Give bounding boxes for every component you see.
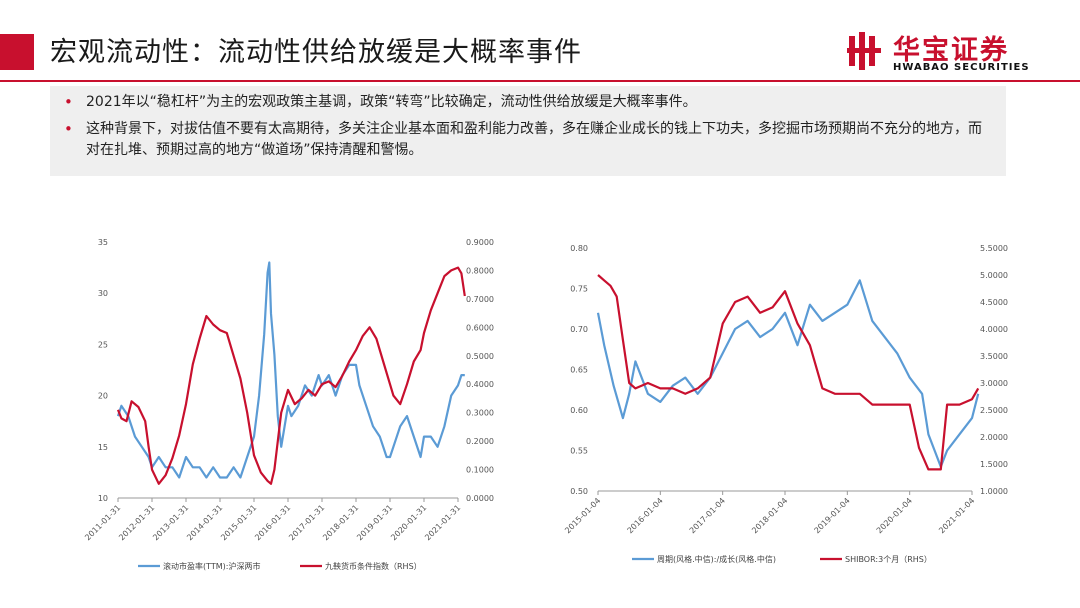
right-axis-tick-label: 3.5000 <box>980 352 1008 361</box>
logo-english-name: HWABAO SECURITIES <box>893 62 1030 73</box>
x-axis-tick-label: 2015-01-04 <box>563 496 602 535</box>
left-axis-tick-label: 0.75 <box>570 285 588 294</box>
right-axis-tick-label: 0.5000 <box>466 352 494 361</box>
right-axis-tick-label: 0.0000 <box>466 494 494 503</box>
right-axis-tick-label: 2.5000 <box>980 406 1008 415</box>
right-axis-tick-label: 5.5000 <box>980 244 1008 253</box>
right-axis-tick-label: 0.6000 <box>466 323 494 332</box>
left-axis-tick-label: 0.70 <box>570 325 588 334</box>
x-axis-tick-label: 2017-01-04 <box>688 496 727 535</box>
right-axis-series-line <box>597 274 980 471</box>
left-axis-tick-label: 0.50 <box>570 487 588 496</box>
legend-label: 周期(风格.中信):/成长(风格.中信) <box>657 554 776 564</box>
title-accent-bar <box>0 34 34 70</box>
right-axis-tick-label: 0.7000 <box>466 295 494 304</box>
left-axis-series-line <box>116 261 465 479</box>
bullet-text: 2021年以“稳杠杆”为主的宏观政策主基调，政策“转弯”比较确定，流动性供给放缓… <box>86 94 697 110</box>
left-axis-tick-label: 10 <box>98 494 108 503</box>
x-axis-tick-label: 2018-01-04 <box>750 496 789 535</box>
x-axis-tick-label: 2019-01-04 <box>813 496 852 535</box>
left-axis-tick-label: 30 <box>98 289 108 298</box>
left-axis-tick-label: 20 <box>98 392 108 401</box>
right-axis-tick-label: 0.2000 <box>466 437 494 446</box>
left-axis-tick-label: 0.55 <box>570 447 588 456</box>
right-axis-tick-label: 0.4000 <box>466 380 494 389</box>
right-axis-tick-label: 0.1000 <box>466 466 494 475</box>
right-axis-tick-label: 5.0000 <box>980 271 1008 280</box>
bullet-marker: • <box>64 93 73 111</box>
x-axis-tick-label: 2016-01-04 <box>626 496 665 535</box>
cycle-growth-vs-shibor-chart: 0.50 0.55 0.60 0.65 0.70 0.75 0.80 1.0000 1.5000… <box>563 244 1008 564</box>
hwabao-emblem-icon <box>847 32 881 70</box>
right-axis-tick-label: 2.0000 <box>980 433 1008 442</box>
left-axis-tick-label: 0.80 <box>570 244 588 253</box>
page-title: 宏观流动性：流动性供给放缓是大概率事件 <box>50 37 582 68</box>
title-divider <box>0 80 1080 82</box>
bullet-item: • 2021年以“稳杠杆”为主的宏观政策主基调，政策“转弯”比较确定，流动性供给… <box>60 92 992 113</box>
right-axis-series-line <box>116 266 466 485</box>
legend-label: 滚动市盈率(TTM):沪深两市 <box>163 561 260 571</box>
legend-label: SHIBOR:3个月（RHS） <box>845 555 932 564</box>
left-axis-series-line <box>596 279 980 468</box>
bullet-marker: • <box>64 120 73 138</box>
right-axis-tick-label: 0.9000 <box>466 238 494 247</box>
company-logo: 华宝证券 HWABAO SECURITIES <box>845 30 1045 76</box>
x-axis-tick-label: 2020-01-04 <box>875 496 914 535</box>
left-axis-tick-label: 0.60 <box>570 406 588 415</box>
left-axis-tick-label: 0.65 <box>570 366 588 375</box>
x-axis-tick-label: 2021-01-04 <box>937 496 976 535</box>
pe-vs-monetary-chart: 10 15 20 25 30 35 0.0000 0.1000 0.2000 0.3000 0.40… <box>83 238 494 571</box>
right-axis-tick-label: 3.0000 <box>980 379 1008 388</box>
right-axis-tick-label: 1.5000 <box>980 460 1008 469</box>
bullet-text: 这种背景下，对拔估值不要有太高期待，多关注企业基本面和盈利能力改善，多在赚企业成… <box>86 121 982 158</box>
right-axis-tick-label: 0.3000 <box>466 409 494 418</box>
right-axis-tick-label: 1.0000 <box>980 487 1008 496</box>
right-axis-tick-label: 4.5000 <box>980 298 1008 307</box>
x-axis-tick-label: 2021-01-31 <box>423 503 462 542</box>
left-axis-tick-label: 25 <box>98 340 108 349</box>
left-axis-tick-label: 15 <box>98 443 108 452</box>
right-axis-tick-label: 0.8000 <box>466 266 494 275</box>
bullet-item: • 这种背景下，对拔估值不要有太高期待，多关注企业基本面和盈利能力改善，多在赚企… <box>60 119 992 161</box>
left-axis-tick-label: 35 <box>98 238 108 247</box>
summary-box: • 2021年以“稳杠杆”为主的宏观政策主基调，政策“转弯”比较确定，流动性供给… <box>50 86 1006 176</box>
right-axis-tick-label: 4.0000 <box>980 325 1008 334</box>
legend-label: 九鞅货币条件指数（RHS） <box>325 561 422 571</box>
logo-chinese-name: 华宝证券 <box>893 35 1009 66</box>
